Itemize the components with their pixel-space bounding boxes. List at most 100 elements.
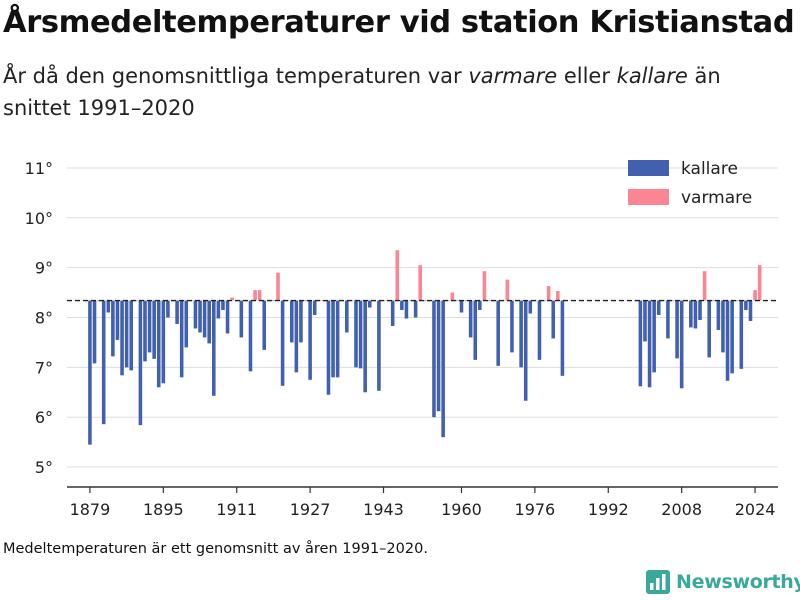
bar-colder [560, 300, 565, 376]
x-tick-label: 1960 [441, 500, 482, 519]
bar-colder [551, 300, 556, 339]
bar-colder [184, 300, 189, 348]
bar-colder [294, 300, 299, 373]
bar-colder [239, 300, 244, 338]
bar-colder [358, 300, 363, 369]
bar-colder [400, 300, 404, 311]
bar-colder [739, 300, 744, 369]
x-tick-label: 1927 [290, 500, 331, 519]
subtitle-emphasis-warmer: varmare [468, 64, 558, 88]
temperature-bar-chart: 5° 6° 7° 8° 9° 10° 11° 1879 1895 1911 1927 1943 196… [25, 159, 778, 519]
bar-colder [363, 300, 367, 393]
subtitle-emphasis-colder: kallare [616, 64, 688, 88]
bar-colder [473, 300, 478, 360]
bar-colder [120, 300, 124, 376]
bar-colder [711, 300, 716, 302]
bar-colder [487, 300, 491, 302]
bar-warmer [395, 250, 400, 301]
bar-colder [390, 300, 395, 326]
legend-swatch-varmare [628, 189, 669, 205]
bar-colder [280, 300, 285, 386]
bar-colder [175, 300, 179, 324]
bar-colder [147, 300, 152, 353]
bars [88, 250, 762, 445]
bar-warmer [450, 292, 455, 301]
bar-colder [143, 300, 147, 362]
bar-colder [289, 300, 294, 343]
subtitle-text-3: än snittet 1991–2020 [3, 64, 721, 120]
bar-warmer [556, 291, 560, 301]
y-tick-label: 6° [35, 408, 53, 427]
bar-colder [312, 300, 317, 316]
bar-colder [652, 300, 656, 373]
legend-swatch-kallare [628, 160, 669, 176]
bar-colder [101, 300, 106, 425]
bar-colder [193, 300, 198, 329]
bar-colder [106, 300, 111, 313]
bar-colder [354, 300, 358, 368]
bar-warmer [753, 290, 757, 301]
footnote: Medeltemperaturen är ett genomsnitt av å… [3, 541, 428, 557]
bar-colder [656, 300, 661, 316]
chart-title: Årsmedeltemperaturer vid station Kristia… [3, 5, 795, 40]
bar-warmer [482, 271, 487, 301]
bar-colder [679, 300, 684, 389]
bar-colder [345, 300, 349, 333]
bar-colder [152, 300, 156, 359]
x-tick-label: 1976 [515, 500, 556, 519]
bar-colder [698, 300, 702, 320]
bar-colder [299, 300, 303, 343]
bar-colder [198, 300, 202, 333]
gridlines [67, 167, 778, 468]
bar-colder [523, 300, 528, 401]
bar-colder [537, 300, 542, 360]
bar-colder [115, 300, 120, 340]
bar-colder [221, 300, 225, 311]
legend-label-kallare: kallare [681, 159, 738, 179]
y-axis-tick-labels: 5° 6° 7° 8° 9° 10° 11° [25, 159, 53, 477]
bar-warmer [505, 279, 510, 301]
y-tick-label: 10° [25, 209, 53, 228]
bar-colder [734, 300, 739, 302]
bar-colder [271, 300, 276, 302]
bar-colder [528, 300, 533, 314]
bar-colder [707, 300, 711, 358]
bar-colder [510, 300, 514, 353]
bar-colder [308, 300, 312, 380]
bar-colder [432, 300, 436, 418]
subtitle-text-1: År då den genomsnittliga temperaturen va… [3, 64, 469, 88]
bar-colder [468, 300, 473, 338]
bar-colder [92, 300, 97, 364]
bar-colder [725, 300, 730, 381]
bar-colder [207, 300, 211, 344]
bar-colder [716, 300, 721, 330]
bar-colder [748, 300, 753, 321]
bar-colder [335, 300, 340, 378]
bar-colder [404, 300, 409, 319]
bar-colder [111, 300, 115, 357]
y-tick-label: 9° [35, 259, 53, 278]
bar-colder [303, 300, 308, 302]
bar-colder [647, 300, 652, 388]
bar-colder [496, 300, 500, 366]
bar-colder [441, 300, 445, 438]
bar-colder [666, 300, 670, 339]
bar-colder [730, 300, 734, 374]
bar-colder [262, 300, 267, 350]
bar-colder [455, 300, 459, 302]
bar-colder [675, 300, 679, 359]
bar-warmer [757, 265, 762, 301]
bar-warmer [253, 290, 257, 301]
bar-colder [248, 300, 253, 372]
brand-name: Newsworthy [676, 571, 800, 593]
bar-colder [464, 300, 468, 302]
y-tick-label: 7° [35, 358, 53, 377]
bar-colder [413, 300, 418, 318]
bar-colder [643, 300, 647, 342]
x-tick-label: 1992 [588, 500, 629, 519]
legend-label-varmare: varmare [681, 188, 752, 208]
x-tick-label: 2008 [661, 500, 702, 519]
chart-subtitle: År då den genomsnittliga temperaturen va… [3, 60, 793, 124]
bar-colder [166, 300, 170, 318]
bar-colder [88, 300, 92, 445]
